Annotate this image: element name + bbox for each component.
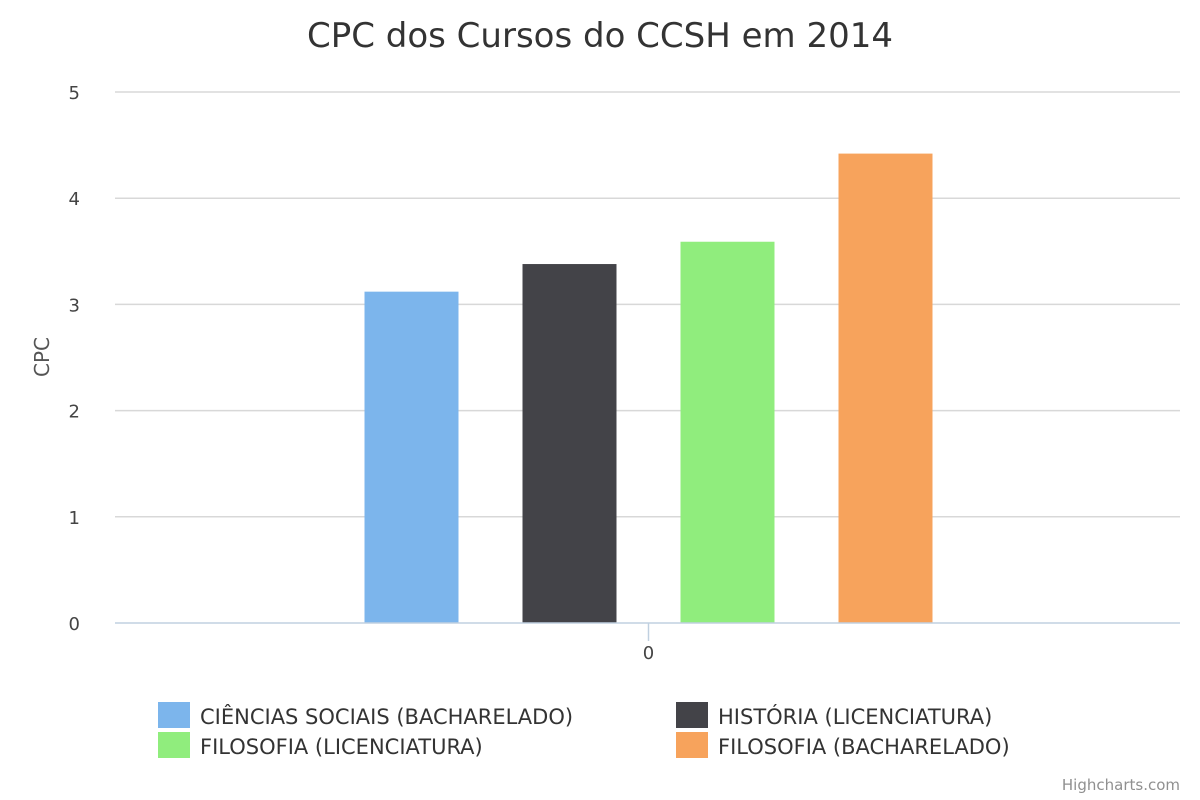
legend-item-2[interactable]: HISTÓRIA (LICENCIATURA) xyxy=(676,702,992,729)
legend: CIÊNCIAS SOCIAIS (BACHARELADO) HISTÓRIA (… xyxy=(158,702,1010,759)
credits-link[interactable]: Highcharts.com xyxy=(1062,776,1180,794)
legend-swatch xyxy=(158,732,190,758)
y-tick-label: 5 xyxy=(69,83,80,104)
y-tick-label: 2 xyxy=(69,402,80,423)
y-tick-label: 4 xyxy=(69,189,80,210)
bar-4[interactable] xyxy=(838,153,933,623)
bar-2[interactable] xyxy=(522,264,617,623)
grid-lines xyxy=(115,91,1180,518)
y-tick-label: 3 xyxy=(69,295,80,316)
y-tick-label: 1 xyxy=(69,508,80,529)
legend-label: HISTÓRIA (LICENCIATURA) xyxy=(718,704,992,729)
legend-swatch xyxy=(158,702,190,728)
x-axis-ticks: 0 xyxy=(643,623,654,664)
chart-title: CPC dos Cursos do CCSH em 2014 xyxy=(307,16,893,56)
bar-3[interactable] xyxy=(680,241,775,623)
legend-item-3[interactable]: FILOSOFIA (LICENCIATURA) xyxy=(158,732,483,759)
y-axis-title: CPC xyxy=(30,337,54,377)
x-tick-label: 0 xyxy=(643,643,654,664)
bar-group xyxy=(364,153,933,623)
legend-swatch xyxy=(676,732,708,758)
y-axis-ticks: 0 1 2 3 4 5 xyxy=(69,83,80,635)
y-tick-label: 0 xyxy=(69,614,80,635)
legend-item-1[interactable]: CIÊNCIAS SOCIAIS (BACHARELADO) xyxy=(158,702,573,729)
legend-label: FILOSOFIA (BACHARELADO) xyxy=(718,735,1010,759)
legend-label: FILOSOFIA (LICENCIATURA) xyxy=(200,735,483,759)
legend-swatch xyxy=(676,702,708,728)
legend-label: CIÊNCIAS SOCIAIS (BACHARELADO) xyxy=(200,704,573,729)
bar-1[interactable] xyxy=(364,291,459,623)
legend-item-4[interactable]: FILOSOFIA (BACHARELADO) xyxy=(676,732,1010,759)
